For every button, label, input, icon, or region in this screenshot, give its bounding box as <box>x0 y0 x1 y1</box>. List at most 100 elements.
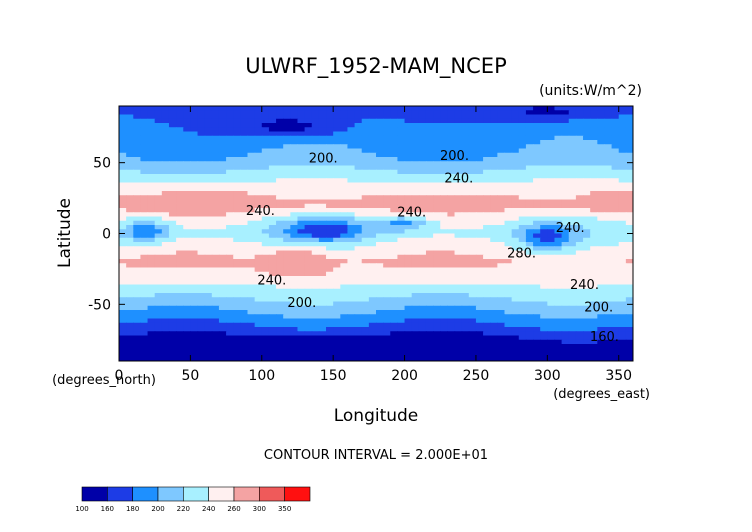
heatmap-cell <box>540 165 548 171</box>
heatmap-cell <box>511 123 520 128</box>
heatmap-cell <box>590 144 598 150</box>
heatmap-cell <box>497 157 506 162</box>
heatmap-cell <box>226 356 234 361</box>
heatmap-cell <box>240 233 249 239</box>
heatmap-cell <box>368 131 377 137</box>
heatmap-cell <box>497 335 506 341</box>
heatmap-cell <box>575 280 584 286</box>
heatmap-cell <box>383 178 391 184</box>
heatmap-cell <box>247 242 256 247</box>
heatmap-cell <box>511 271 520 277</box>
heatmap-cell <box>425 322 434 328</box>
heatmap-cell <box>161 140 170 145</box>
heatmap-cell <box>461 106 470 111</box>
heatmap-cell <box>397 284 406 290</box>
heatmap-cell <box>333 148 341 154</box>
heatmap-cell <box>447 267 456 273</box>
heatmap-cell <box>233 310 241 315</box>
heatmap-cell <box>361 242 370 247</box>
heatmap-cell <box>590 135 598 141</box>
heatmap-cell <box>304 127 313 133</box>
heatmap-cell <box>126 318 134 324</box>
heatmap-cell <box>583 135 591 141</box>
heatmap-cell <box>119 152 127 158</box>
heatmap-cell <box>119 344 127 349</box>
heatmap-cell <box>411 191 420 196</box>
heatmap-cell <box>575 335 584 341</box>
heatmap-cell <box>290 259 299 264</box>
heatmap-cell <box>290 225 299 230</box>
heatmap-cell <box>211 356 220 361</box>
heatmap-cell <box>583 259 591 264</box>
heatmap-cell <box>176 135 184 141</box>
heatmap-cell <box>297 225 306 230</box>
heatmap-cell <box>347 293 356 298</box>
heatmap-cell <box>211 174 220 179</box>
heatmap-cell <box>590 339 598 345</box>
heatmap-cell <box>440 250 448 256</box>
heatmap-cell <box>154 305 163 311</box>
heatmap-cell <box>140 356 149 361</box>
heatmap-cell <box>433 233 441 239</box>
heatmap-cell <box>147 135 156 141</box>
heatmap-cell <box>483 352 491 358</box>
heatmap-cell <box>604 339 613 345</box>
heatmap-cell <box>333 220 341 226</box>
heatmap-cell <box>276 310 284 315</box>
heatmap-cell <box>468 110 477 116</box>
heatmap-cell <box>126 212 134 218</box>
heatmap-cell <box>197 229 206 235</box>
heatmap-cell <box>161 288 170 294</box>
heatmap-cell <box>583 169 591 175</box>
heatmap-cell <box>318 352 327 358</box>
heatmap-cell <box>604 174 613 179</box>
heatmap-cell <box>504 118 513 124</box>
heatmap-cell <box>226 322 234 328</box>
heatmap-cell <box>154 233 163 239</box>
heatmap-cell <box>168 254 177 260</box>
heatmap-cell <box>490 208 498 213</box>
heatmap-cell <box>447 356 456 361</box>
heatmap-cell <box>497 310 506 315</box>
heatmap-cell <box>197 220 206 226</box>
heatmap-cell <box>290 246 299 252</box>
heatmap-cell <box>233 144 241 150</box>
heatmap-cell <box>461 271 470 277</box>
heatmap-cell <box>518 114 527 120</box>
heatmap-cell <box>318 127 327 133</box>
heatmap-cell <box>568 110 577 116</box>
heatmap-cell <box>197 140 206 145</box>
heatmap-cell <box>376 182 384 188</box>
heatmap-cell <box>347 301 356 307</box>
heatmap-cell <box>326 127 334 133</box>
heatmap-cell <box>518 310 527 315</box>
heatmap-cell <box>625 110 633 116</box>
heatmap-cell <box>133 203 142 209</box>
heatmap-cell <box>561 327 570 332</box>
heatmap-cell <box>268 135 277 141</box>
heatmap-cell <box>283 254 291 260</box>
heatmap-cell <box>504 297 513 303</box>
heatmap-cell <box>411 225 420 230</box>
heatmap-cell <box>533 212 541 218</box>
heatmap-cell <box>425 114 434 120</box>
heatmap-cell <box>554 148 563 154</box>
heatmap-cell <box>425 174 434 179</box>
heatmap-cell <box>490 267 498 273</box>
heatmap-cell <box>497 131 506 137</box>
heatmap-cell <box>311 352 320 358</box>
heatmap-cell <box>154 293 163 298</box>
heatmap-cell <box>197 344 206 349</box>
heatmap-cell <box>625 314 633 320</box>
heatmap-cell <box>333 178 341 184</box>
heatmap-cell <box>583 199 591 205</box>
heatmap-cell <box>511 161 520 167</box>
heatmap-cell <box>340 297 349 303</box>
heatmap-cell <box>240 322 249 328</box>
heatmap-cell <box>304 220 313 226</box>
heatmap-cell <box>468 135 477 141</box>
heatmap-cell <box>525 152 534 158</box>
heatmap-cell <box>147 199 156 205</box>
heatmap-cell <box>304 237 313 243</box>
heatmap-cell <box>597 331 606 337</box>
